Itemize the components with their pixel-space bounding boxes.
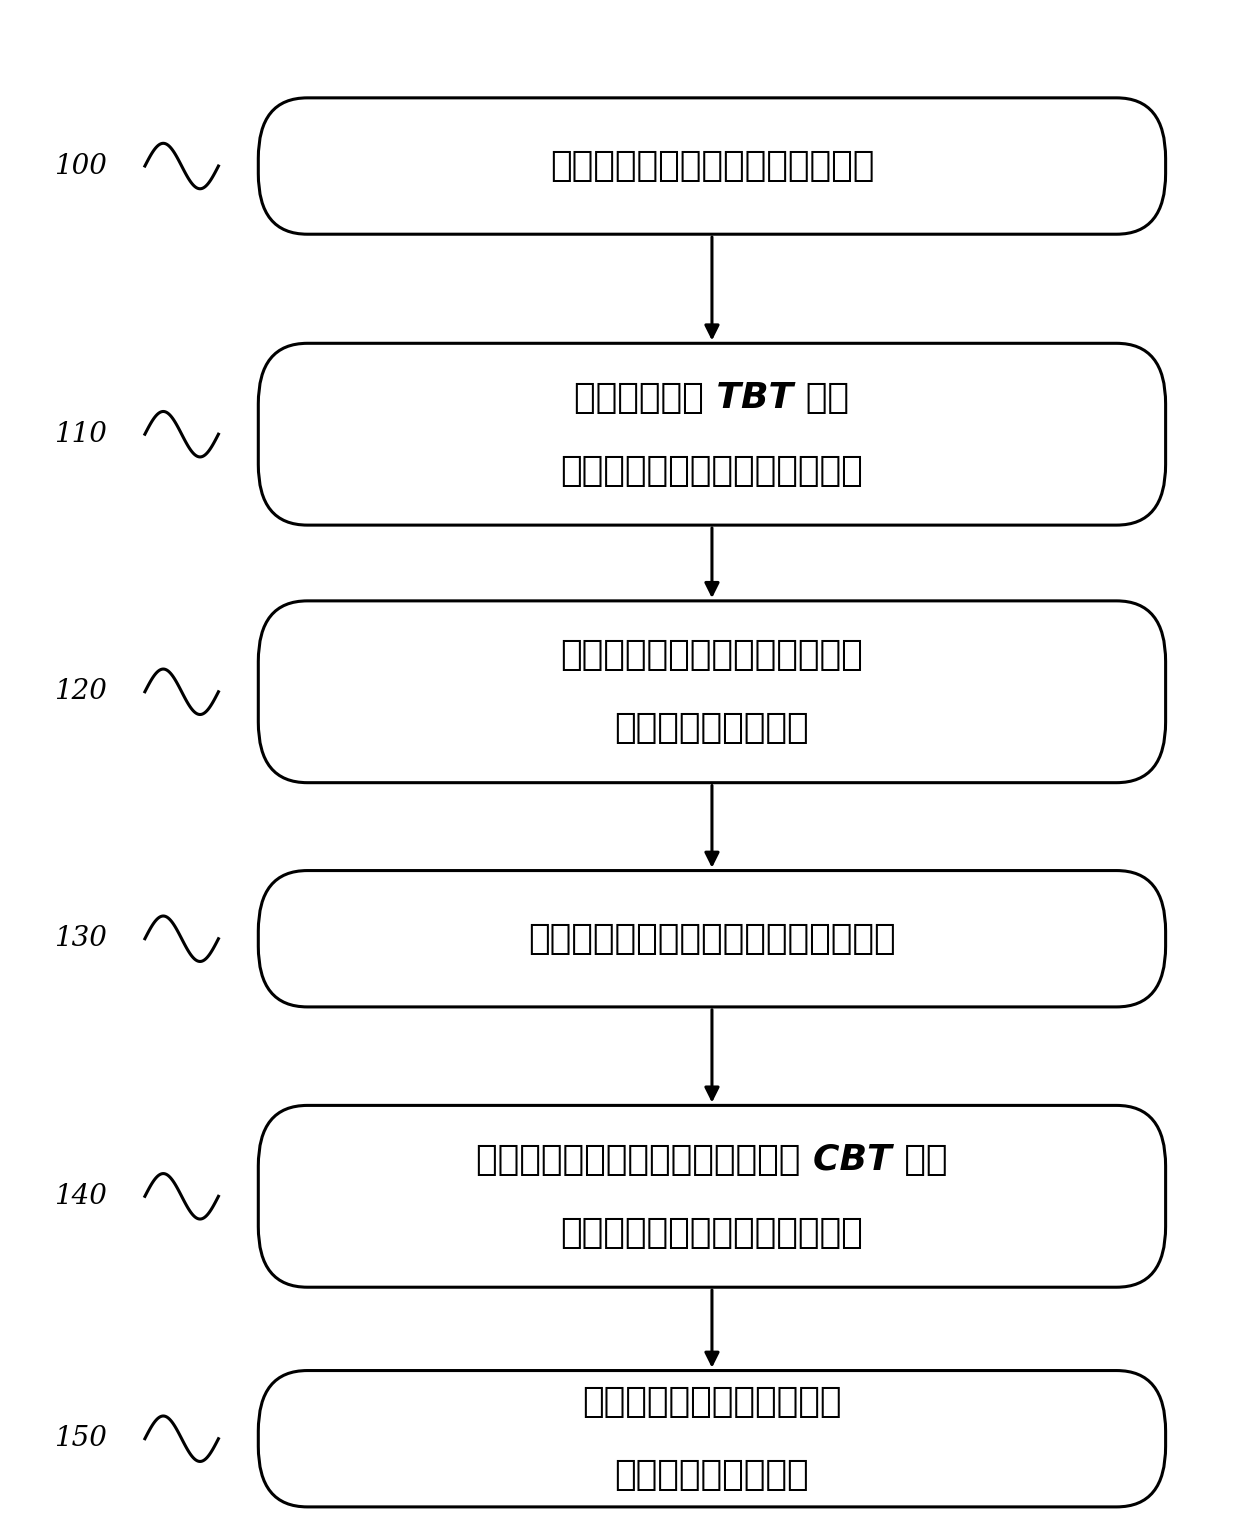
FancyBboxPatch shape bbox=[258, 1370, 1166, 1508]
Text: 120: 120 bbox=[55, 679, 107, 705]
FancyBboxPatch shape bbox=[258, 344, 1166, 524]
Text: 触发对缓冲区的采样: 触发对缓冲区的采样 bbox=[615, 711, 810, 745]
Text: 递增地存储每一个截断分支: 递增地存储每一个截断分支 bbox=[583, 1385, 842, 1419]
Text: 140: 140 bbox=[55, 1183, 107, 1209]
FancyBboxPatch shape bbox=[258, 870, 1166, 1008]
Text: 每当所述计数等于采样速率时，: 每当所述计数等于采样速率时， bbox=[560, 639, 863, 673]
Text: 130: 130 bbox=[55, 925, 107, 953]
Text: 的最后分支以接收截断分支跟踪: 的最后分支以接收截断分支跟踪 bbox=[560, 1216, 863, 1249]
FancyBboxPatch shape bbox=[258, 601, 1166, 783]
Text: 150: 150 bbox=[55, 1425, 107, 1453]
Text: 的最后采纳分支存储在缓冲区中: 的最后采纳分支存储在缓冲区中 bbox=[560, 454, 863, 488]
Text: 对硬件事件的每一次出现进行计数: 对硬件事件的每一次出现进行计数 bbox=[549, 148, 874, 183]
Text: 将程序代码的 TBT 尺寸: 将程序代码的 TBT 尺寸 bbox=[574, 381, 849, 414]
Text: 从每一个全分支跟踪中提取预定义 CBT 尺寸: 从每一个全分支跟踪中提取预定义 CBT 尺寸 bbox=[476, 1144, 947, 1177]
FancyBboxPatch shape bbox=[258, 1105, 1166, 1287]
Text: 100: 100 bbox=[55, 153, 107, 179]
Text: 110: 110 bbox=[55, 420, 107, 448]
Text: 为每一个采纳分支跟踪构造全分支跟踪: 为每一个采纳分支跟踪构造全分支跟踪 bbox=[528, 922, 895, 956]
Text: 跟踪以生成边缘简档: 跟踪以生成边缘简档 bbox=[615, 1459, 810, 1492]
FancyBboxPatch shape bbox=[258, 98, 1166, 234]
